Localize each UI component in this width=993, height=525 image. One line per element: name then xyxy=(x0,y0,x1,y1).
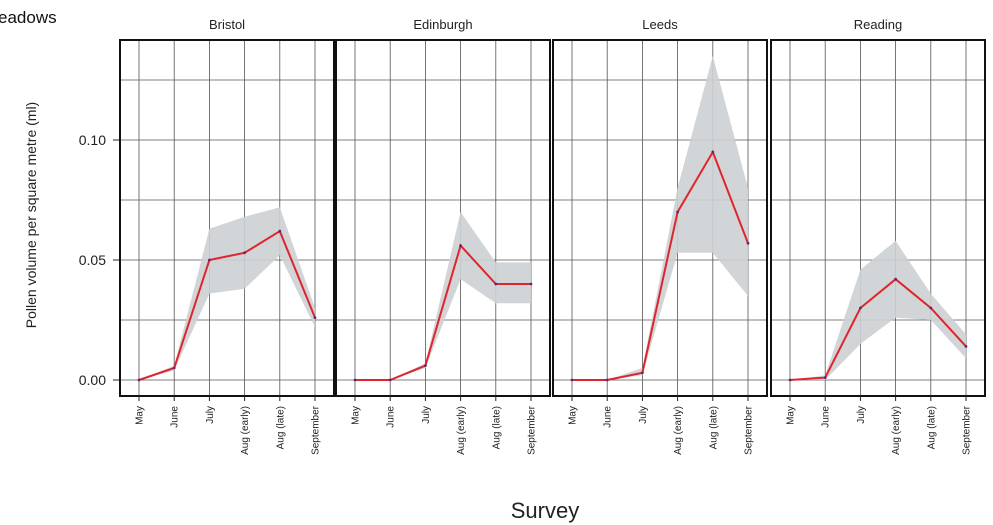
x-tick-label: Aug (late) xyxy=(926,406,937,449)
data-point xyxy=(172,366,176,370)
confidence-band xyxy=(355,212,531,380)
data-point xyxy=(353,378,357,382)
x-tick-label: Aug (early) xyxy=(891,406,902,455)
series-line xyxy=(572,149,749,381)
y-axis-label: Pollen volume per square metre (ml) xyxy=(23,102,39,328)
data-point xyxy=(243,251,247,255)
panel-leeds: Leeds May June July Aug (early) Aug (late) Sep… xyxy=(552,17,768,455)
panel-frame xyxy=(335,39,551,397)
data-point xyxy=(823,376,827,379)
data-point xyxy=(459,244,462,248)
y-axis: 0.00 0.05 0.10 xyxy=(79,132,120,388)
data-point xyxy=(424,364,427,367)
x-tick-label: June xyxy=(170,406,181,428)
x-tick-label: May xyxy=(568,406,579,425)
panels: Bristol May June July Aug (early) Aug (late) S… xyxy=(119,17,986,455)
data-point xyxy=(313,316,317,319)
x-tick-label: July xyxy=(856,406,867,424)
x-axis-label: Survey xyxy=(511,498,579,523)
series-line xyxy=(789,277,967,381)
x-tick-label: Aug (late) xyxy=(708,406,719,449)
y-tick-label: 0.05 xyxy=(79,252,106,268)
confidence-band xyxy=(139,207,315,380)
data-point xyxy=(137,378,141,382)
data-point xyxy=(278,229,282,233)
x-tick-label: June xyxy=(821,406,832,428)
data-point xyxy=(570,378,574,382)
panel-edinburgh: Edinburgh May June July Aug (early) Aug (late… xyxy=(335,17,551,455)
panel-frame xyxy=(119,39,335,397)
x-tick-label: May xyxy=(135,406,146,425)
panel-title: Leeds xyxy=(642,17,678,32)
x-tick-label: September xyxy=(527,405,538,455)
series-line xyxy=(355,243,531,381)
x-tick-label: Aug (late) xyxy=(491,406,502,449)
panel-reading: Reading May June July Aug (early) Aug (late) S… xyxy=(770,17,986,455)
data-point xyxy=(605,378,609,382)
series-line xyxy=(138,229,316,381)
data-point xyxy=(494,282,498,286)
x-tick-label: Aug (early) xyxy=(673,406,684,455)
panel-bristol: Bristol May June July Aug (early) Aug (late) S… xyxy=(119,17,335,455)
panel-title: Reading xyxy=(854,17,902,32)
panel-title: Bristol xyxy=(209,17,245,32)
data-point xyxy=(641,371,644,375)
data-point xyxy=(676,210,679,214)
data-point xyxy=(929,306,933,310)
data-point xyxy=(388,378,392,382)
data-point xyxy=(746,241,750,245)
data-point xyxy=(964,345,968,348)
panel-frame xyxy=(552,39,768,397)
chart-title: eadows xyxy=(0,8,57,27)
x-tick-label: July xyxy=(638,406,649,424)
x-tick-label: Aug (late) xyxy=(275,406,286,449)
data-point xyxy=(894,277,897,281)
x-tick-label: September xyxy=(311,405,322,455)
x-tick-label: Aug (early) xyxy=(456,406,467,455)
x-tick-label: September xyxy=(962,405,973,455)
panel-frame xyxy=(770,39,986,397)
data-point xyxy=(208,258,211,262)
y-tick-label: 0.00 xyxy=(79,372,106,388)
data-point xyxy=(711,150,715,154)
confidence-band xyxy=(790,240,966,380)
x-tick-label: June xyxy=(386,406,397,428)
confidence-band xyxy=(572,56,748,380)
data-point xyxy=(859,306,862,310)
panel-title: Edinburgh xyxy=(413,17,472,32)
y-tick-label: 0.10 xyxy=(79,132,106,148)
x-tick-label: Aug (early) xyxy=(240,406,251,455)
data-point xyxy=(788,378,792,382)
x-tick-label: May xyxy=(351,406,362,425)
data-point xyxy=(529,282,533,286)
x-tick-label: June xyxy=(603,406,614,428)
x-tick-label: July xyxy=(205,406,216,424)
x-tick-label: September xyxy=(744,405,755,455)
x-tick-label: July xyxy=(421,406,432,424)
x-tick-label: May xyxy=(786,406,797,425)
